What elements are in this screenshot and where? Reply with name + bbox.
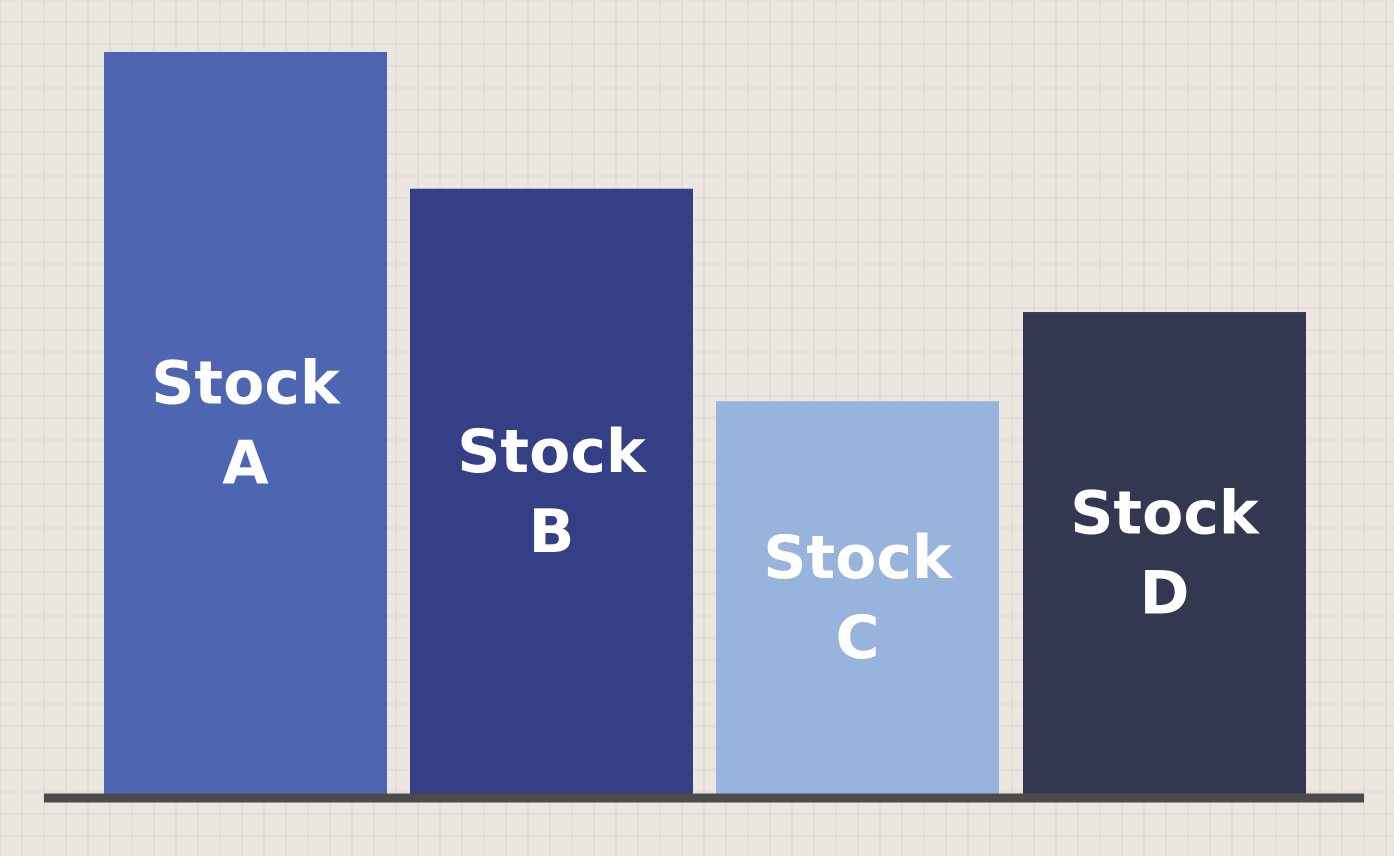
bar-label-line: A	[222, 429, 269, 499]
bar-c	[716, 401, 999, 795]
bar-label-a: Stock A	[151, 349, 342, 499]
bar-label-line: D	[1140, 559, 1190, 629]
bar-a	[104, 52, 387, 795]
bar-label-c: Stock C	[763, 523, 954, 673]
bars-group	[104, 52, 1306, 795]
bar-b	[410, 188, 693, 795]
bar-labels-group: Stock A Stock B Stock C Stock D	[151, 349, 1261, 674]
bar-label-line: Stock	[151, 349, 342, 419]
bar-label-b: Stock B	[457, 417, 648, 567]
bar-label-line: B	[529, 497, 575, 567]
bar-label-d: Stock D	[1070, 479, 1261, 629]
bar-label-line: C	[835, 603, 879, 673]
bar-d	[1023, 312, 1306, 795]
bar-label-line: Stock	[457, 417, 648, 487]
bar-label-line: Stock	[1070, 479, 1261, 549]
bar-label-line: Stock	[763, 523, 954, 593]
